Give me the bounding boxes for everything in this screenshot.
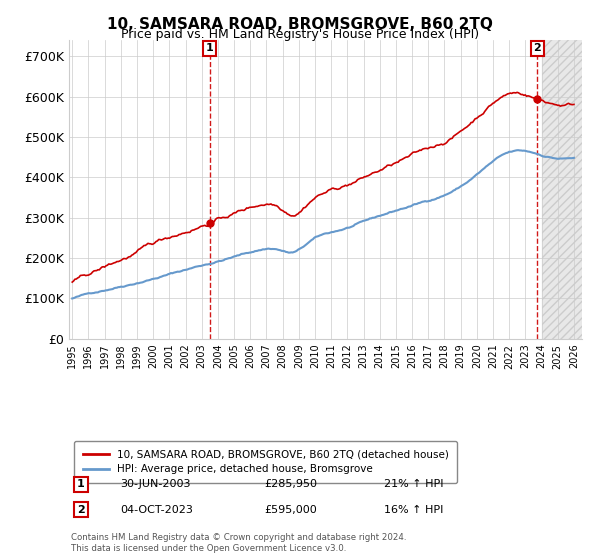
Text: 10, SAMSARA ROAD, BROMSGROVE, B60 2TQ: 10, SAMSARA ROAD, BROMSGROVE, B60 2TQ — [107, 17, 493, 32]
Bar — [542, 40, 582, 339]
Text: 1: 1 — [77, 479, 85, 489]
Text: 2: 2 — [533, 43, 541, 53]
Text: £595,000: £595,000 — [264, 505, 317, 515]
Text: 04-OCT-2023: 04-OCT-2023 — [120, 505, 193, 515]
Text: Contains HM Land Registry data © Crown copyright and database right 2024.: Contains HM Land Registry data © Crown c… — [71, 533, 406, 542]
Text: 1: 1 — [206, 43, 214, 53]
Legend: 10, SAMSARA ROAD, BROMSGROVE, B60 2TQ (detached house), HPI: Average price, deta: 10, SAMSARA ROAD, BROMSGROVE, B60 2TQ (d… — [74, 441, 457, 483]
Text: Price paid vs. HM Land Registry's House Price Index (HPI): Price paid vs. HM Land Registry's House … — [121, 28, 479, 41]
Text: 30-JUN-2003: 30-JUN-2003 — [120, 479, 191, 489]
Text: 21% ↑ HPI: 21% ↑ HPI — [384, 479, 443, 489]
Text: 16% ↑ HPI: 16% ↑ HPI — [384, 505, 443, 515]
Text: This data is licensed under the Open Government Licence v3.0.: This data is licensed under the Open Gov… — [71, 544, 346, 553]
Text: £285,950: £285,950 — [264, 479, 317, 489]
Text: 2: 2 — [77, 505, 85, 515]
Bar — [542, 40, 582, 339]
